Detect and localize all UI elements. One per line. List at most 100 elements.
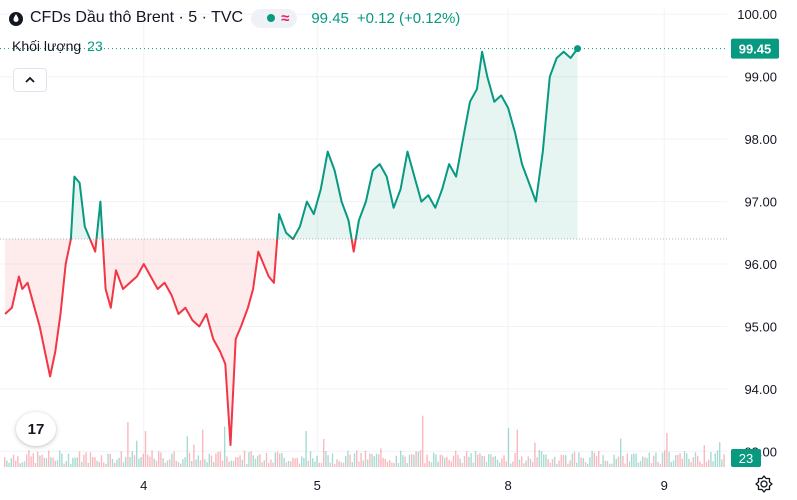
volume-bar bbox=[96, 460, 98, 467]
volume-bar bbox=[565, 455, 567, 467]
volume-bar bbox=[404, 456, 406, 467]
volume-bar bbox=[637, 462, 639, 467]
y-tick-label: 99.00 bbox=[744, 70, 777, 85]
volume-bar bbox=[646, 458, 648, 467]
volume-bar bbox=[499, 462, 501, 467]
volume-bar bbox=[391, 462, 393, 467]
volume-bar bbox=[668, 452, 670, 467]
volume-bar bbox=[521, 456, 523, 467]
volume-bar bbox=[701, 463, 703, 467]
volume-bar bbox=[448, 459, 450, 467]
volume-bar bbox=[45, 458, 48, 467]
volume-bar bbox=[683, 451, 686, 467]
volume-bar bbox=[6, 460, 8, 467]
volume-bar bbox=[70, 463, 72, 467]
volume-bar bbox=[81, 461, 83, 467]
volume-bar bbox=[516, 429, 518, 467]
volume-legend[interactable]: Khối lượng 23 bbox=[12, 38, 103, 54]
volume-bar bbox=[430, 462, 433, 467]
volume-tag bbox=[731, 449, 761, 467]
volume-bar bbox=[661, 452, 664, 467]
volume-bar bbox=[613, 454, 615, 467]
volume-bar bbox=[197, 455, 199, 467]
volume-bar bbox=[712, 461, 714, 467]
volume-bar bbox=[219, 451, 221, 467]
symbol-title[interactable]: CFDs Dầu thô Brent · 5 · TVC bbox=[30, 9, 244, 26]
volume-bar bbox=[389, 460, 391, 467]
volume-bar bbox=[23, 461, 26, 467]
volume-bar bbox=[39, 455, 41, 467]
volume-bar bbox=[268, 462, 270, 467]
volume-bar bbox=[345, 456, 347, 467]
volume-bar bbox=[587, 463, 589, 467]
volume-bar bbox=[686, 453, 688, 467]
volume-bar bbox=[670, 461, 672, 467]
volume-bar bbox=[305, 430, 307, 467]
volume-bar bbox=[472, 462, 474, 467]
volume-bar bbox=[659, 463, 661, 467]
volume-bar bbox=[342, 462, 345, 467]
volume-bar bbox=[719, 442, 721, 467]
volume-bar bbox=[118, 457, 120, 467]
volume-bar bbox=[708, 459, 710, 467]
volume-bar bbox=[316, 455, 318, 467]
volume-bar bbox=[50, 457, 52, 467]
volume-bar bbox=[195, 459, 197, 467]
volume-bar bbox=[402, 455, 404, 467]
volume-bar bbox=[626, 453, 628, 467]
volume-bar bbox=[320, 462, 323, 467]
volume-bar bbox=[382, 457, 384, 467]
header-price: 99.45 bbox=[311, 9, 349, 27]
volume-bar bbox=[144, 431, 147, 467]
volume-bar bbox=[560, 454, 562, 467]
volume-bar bbox=[549, 462, 551, 467]
status-pill: ≈ bbox=[251, 8, 298, 28]
volume-bar bbox=[116, 459, 118, 467]
volume-bar bbox=[483, 456, 485, 467]
volume-bar bbox=[490, 454, 492, 467]
volume-bar bbox=[241, 459, 243, 467]
volume-bar bbox=[177, 462, 180, 467]
volume-bar bbox=[571, 453, 573, 467]
volume-bar bbox=[450, 461, 452, 467]
volume-bar bbox=[624, 463, 626, 467]
volume-bar bbox=[131, 451, 133, 467]
volume-label: Khối lượng bbox=[12, 38, 82, 54]
volume-bar bbox=[224, 426, 226, 467]
delayed-data-icon[interactable]: ≈ bbox=[281, 9, 290, 27]
volume-bar bbox=[479, 453, 481, 467]
volume-bar bbox=[230, 460, 232, 467]
volume-bar bbox=[122, 462, 125, 467]
volume-bar bbox=[186, 436, 188, 467]
volume-bar bbox=[105, 463, 107, 467]
volume-bar bbox=[648, 452, 650, 467]
volume-bar bbox=[367, 459, 369, 467]
collapse-legend-button[interactable] bbox=[13, 68, 47, 92]
volume-bar bbox=[415, 451, 417, 467]
volume-bar bbox=[514, 452, 516, 467]
volume-bar bbox=[149, 456, 151, 467]
tradingview-logo-icon[interactable]: 17 bbox=[16, 412, 56, 446]
volume-bar bbox=[107, 453, 109, 467]
gear-icon[interactable] bbox=[754, 474, 774, 494]
volume-bar bbox=[503, 455, 505, 467]
volume-bar bbox=[210, 455, 213, 467]
volume-bar bbox=[419, 450, 422, 467]
volume-bar bbox=[635, 453, 637, 467]
volume-bar bbox=[705, 461, 708, 467]
volume-bar bbox=[180, 463, 182, 467]
volume-bar bbox=[527, 456, 529, 467]
volume-bar bbox=[395, 455, 397, 467]
volume-bar bbox=[4, 457, 6, 467]
volume-bar bbox=[87, 462, 89, 467]
volume-bar bbox=[408, 454, 411, 467]
volume-bar bbox=[573, 451, 576, 467]
volume-bar bbox=[580, 457, 582, 467]
volume-bar bbox=[525, 460, 527, 467]
volume-bar bbox=[151, 450, 153, 467]
volume-bar bbox=[639, 460, 642, 467]
volume-bar bbox=[191, 461, 193, 467]
volume-bar bbox=[215, 453, 217, 467]
volume-bar bbox=[164, 462, 166, 467]
